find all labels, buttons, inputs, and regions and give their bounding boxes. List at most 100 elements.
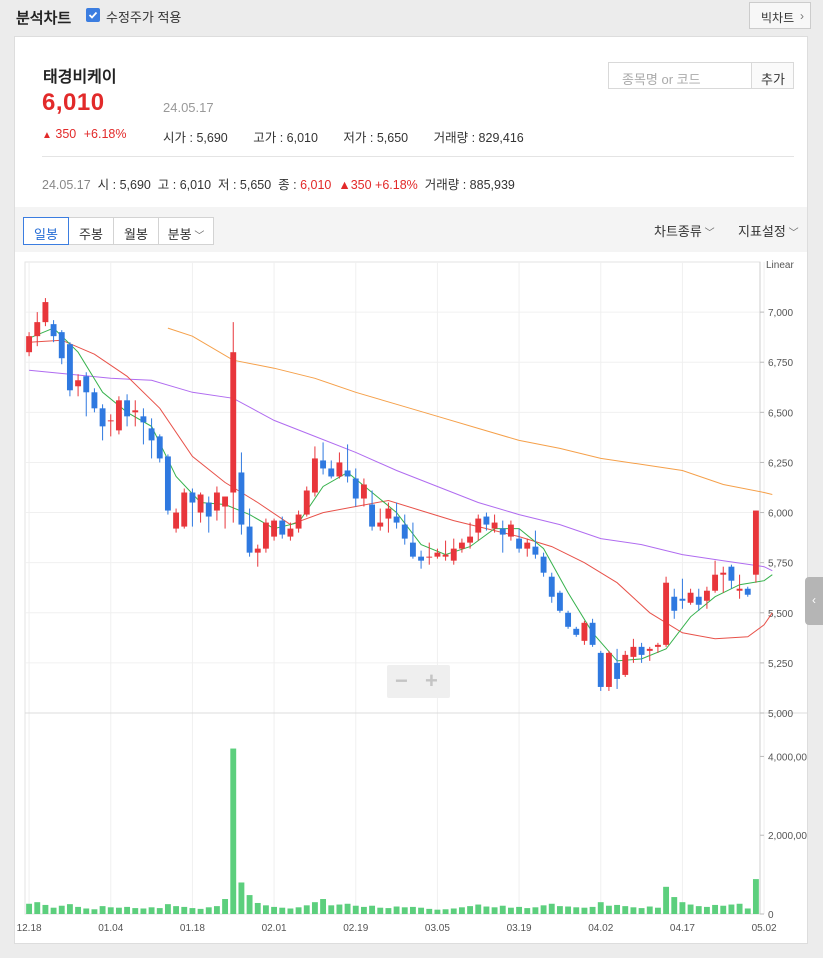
- x-tick-label: 01.18: [180, 923, 205, 934]
- candle-body: [565, 612, 572, 627]
- candle-body: [34, 322, 41, 337]
- candle-body: [352, 478, 359, 499]
- candle-body: [573, 628, 580, 635]
- volume-bar: [181, 906, 188, 914]
- candle-body: [328, 468, 335, 477]
- candle-body: [377, 522, 384, 527]
- volume-bar: [230, 748, 237, 914]
- chart-area[interactable]: Linear 5,000 5,250 5,500 5,750 6,000 6,250 6,50…: [15, 252, 813, 944]
- candle-body: [450, 548, 457, 561]
- volume-bar: [679, 902, 686, 914]
- stock-chart[interactable]: Linear 5,000 5,250 5,500 5,750 6,000 6,250 6,50…: [15, 252, 813, 944]
- candle-body: [712, 574, 719, 591]
- side-panel-toggle[interactable]: ‹: [805, 577, 823, 625]
- tab-monthly[interactable]: 월봉: [113, 217, 159, 245]
- divider: [42, 156, 794, 157]
- detail-change: 350: [350, 178, 372, 192]
- candle-body: [42, 302, 49, 323]
- volume-bar: [499, 905, 506, 914]
- volume-bar: [189, 908, 196, 914]
- open-summary: 시가 : 5,690: [163, 131, 228, 145]
- change-amount: 350: [55, 127, 77, 141]
- x-tick-label: 12.18: [17, 923, 42, 934]
- candle-body: [409, 542, 416, 557]
- volume-bar: [132, 908, 139, 914]
- volume-bar: [638, 908, 645, 914]
- adjusted-price-checkbox[interactable]: [86, 8, 100, 22]
- candle-body: [181, 492, 188, 527]
- detail-low: 5,650: [239, 178, 272, 192]
- x-tick-label: 03.05: [425, 923, 450, 934]
- volume-tick-label: 2,000,000: [768, 831, 807, 842]
- candle-body: [197, 494, 204, 513]
- volume-bar: [409, 906, 416, 914]
- volume-bar: [287, 908, 294, 914]
- volume-bar: [42, 904, 49, 914]
- y-tick-label: 5,250: [768, 659, 793, 670]
- chart-type-menu[interactable]: 차트종류 ﹀: [654, 224, 715, 239]
- tab-weekly[interactable]: 주봉: [68, 217, 114, 245]
- check-icon: [88, 11, 98, 19]
- candle-body: [75, 380, 82, 387]
- tab-minute[interactable]: 분봉 ﹀: [158, 217, 214, 245]
- candle-body: [491, 522, 498, 529]
- y-tick-label: 5,000: [768, 709, 793, 720]
- volume-bar: [336, 904, 343, 914]
- candle-body: [271, 520, 278, 537]
- zoom-in-icon[interactable]: +: [425, 668, 438, 693]
- app-title: 분석차트: [16, 10, 72, 27]
- add-button[interactable]: 추가: [751, 62, 794, 89]
- candle-body: [597, 652, 604, 687]
- volume-bar: [507, 907, 514, 914]
- volume-bar: [156, 908, 163, 914]
- candle-body: [279, 520, 286, 535]
- volume-bar: [483, 906, 490, 914]
- up-arrow-icon: ▲: [338, 178, 351, 192]
- adjusted-price-label[interactable]: 수정주가 적용: [106, 10, 182, 25]
- candle-body: [246, 526, 253, 553]
- chevron-right-icon: ›: [800, 9, 804, 23]
- candle-body: [132, 410, 139, 413]
- volume-bar: [712, 904, 719, 914]
- volume-bar: [565, 906, 572, 914]
- stock-search-input[interactable]: 종목명 or 코드: [608, 62, 752, 89]
- x-tick-label: 03.19: [507, 923, 532, 934]
- volume-bar: [475, 904, 482, 914]
- detail-volume: 885,939: [469, 178, 515, 192]
- low-summary: 저가 : 5,650: [343, 131, 409, 145]
- candle-body: [336, 462, 343, 477]
- big-chart-button[interactable]: 빅차트 ›: [749, 2, 811, 29]
- volume-bar: [720, 905, 727, 914]
- volume-bar: [58, 905, 65, 914]
- volume-bar: [744, 908, 751, 914]
- x-tick-label: 04.17: [670, 923, 695, 934]
- detail-high: 6,010: [179, 178, 212, 192]
- y-tick-label: 6,500: [768, 408, 793, 419]
- chevron-down-icon: ﹀: [785, 228, 799, 239]
- candle-body: [630, 646, 637, 657]
- candle-body: [320, 460, 327, 469]
- volume-bar: [344, 903, 351, 914]
- tab-daily[interactable]: 일봉: [23, 217, 69, 245]
- volume-bar: [320, 899, 327, 914]
- tab-minute-label: 분봉: [167, 227, 192, 242]
- candle-body: [507, 524, 514, 537]
- candle-body: [385, 508, 392, 519]
- volume-bar: [630, 907, 637, 914]
- current-price: 6,010: [42, 89, 105, 116]
- zoom-out-icon[interactable]: −: [395, 668, 408, 693]
- plot-frame: [24, 261, 761, 915]
- candle-body: [148, 428, 155, 441]
- candle-body: [646, 648, 653, 651]
- volume-bar: [654, 907, 661, 914]
- candle-body: [205, 502, 212, 517]
- quote-date: 24.05.17: [163, 100, 214, 115]
- indicator-settings-menu[interactable]: 지표설정 ﹀: [738, 224, 799, 239]
- volume-bar: [360, 906, 367, 914]
- change-percent: +6.18%: [83, 127, 127, 141]
- candle-body: [556, 592, 563, 611]
- candle-body: [311, 458, 318, 493]
- volume-bar: [695, 906, 702, 914]
- detail-change-percent: +6.18%: [375, 178, 418, 192]
- candle-body: [475, 518, 482, 533]
